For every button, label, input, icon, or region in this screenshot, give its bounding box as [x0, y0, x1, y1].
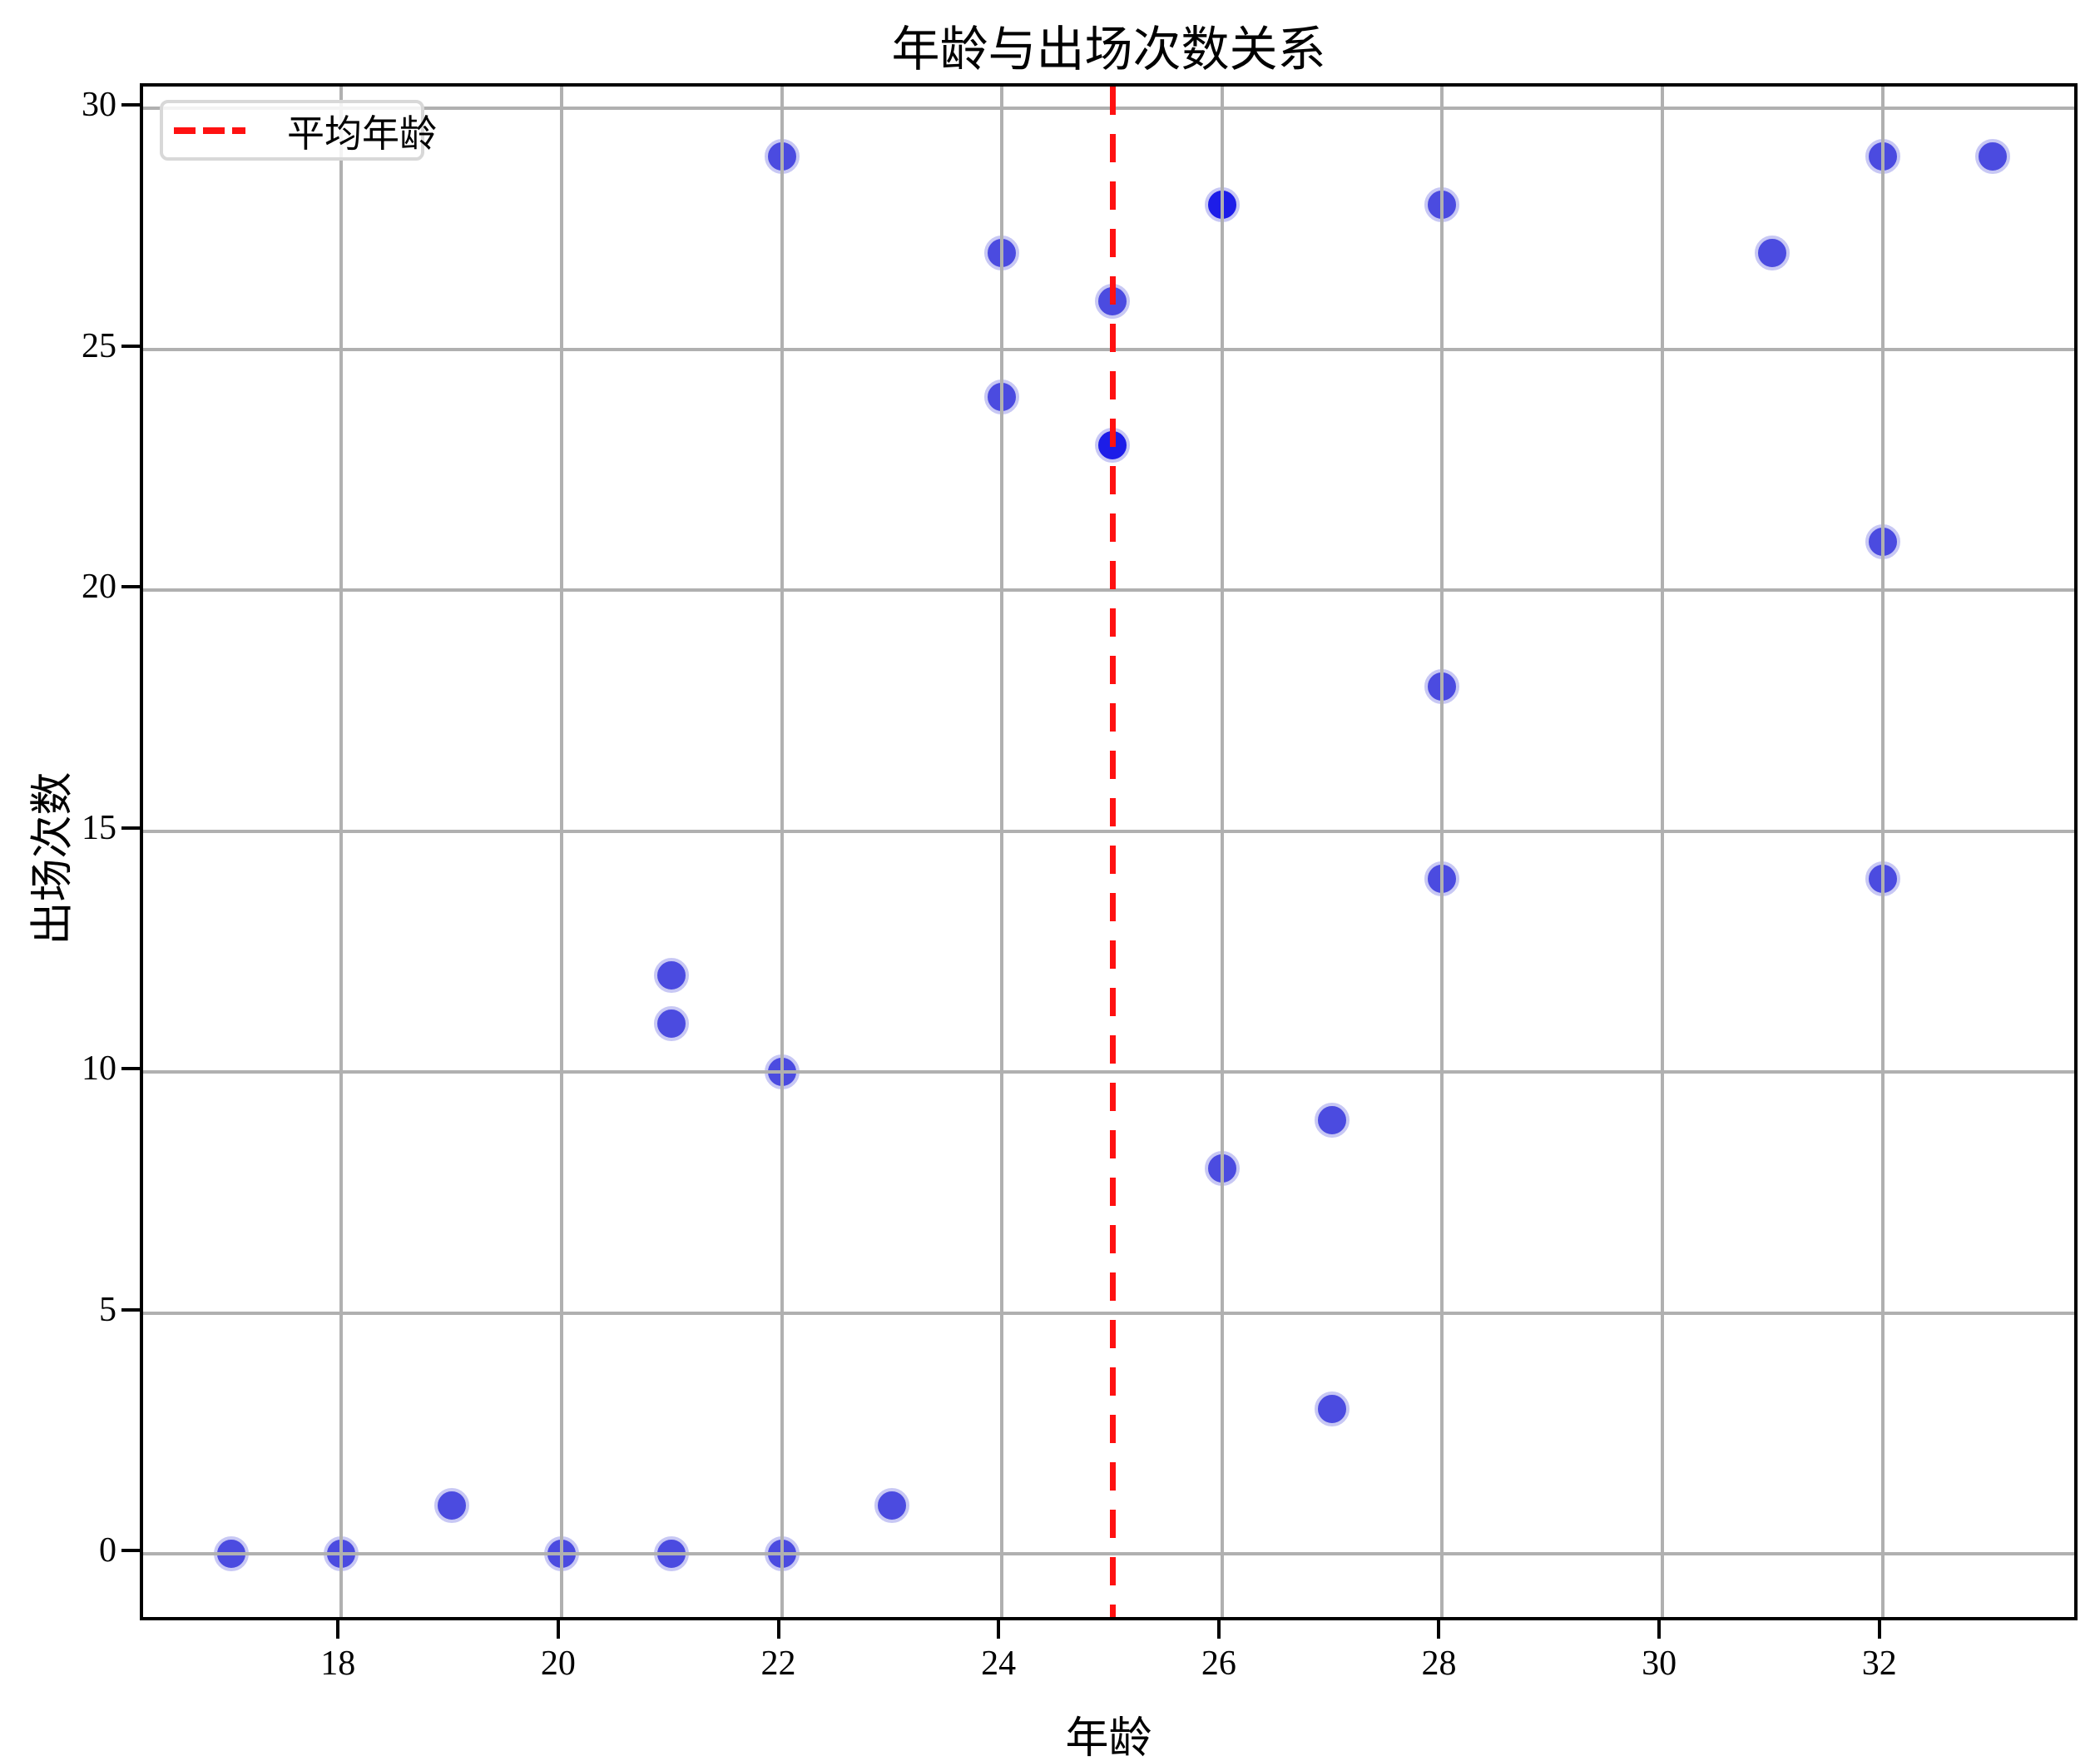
legend-red-dashed-line-sample: [174, 126, 245, 134]
scatter-point: [1755, 235, 1790, 270]
y-tick-mark: [121, 1549, 140, 1553]
y-tick-mark: [121, 103, 140, 107]
legend: 平均年龄: [160, 100, 437, 161]
scatter-point: [654, 1006, 690, 1042]
x-gridline: [780, 87, 784, 1617]
x-gridline: [1440, 87, 1444, 1617]
y-gridline: [143, 107, 2074, 111]
average-age-line: [1109, 87, 1116, 1617]
scatter-point: [874, 1488, 909, 1524]
x-tick-mark: [1216, 1620, 1221, 1639]
x-tick-mark: [1877, 1620, 1881, 1639]
y-tick-label: 20: [82, 568, 116, 607]
x-tick-label: 22: [760, 1644, 796, 1683]
y-tick-label: 10: [82, 1049, 116, 1089]
y-gridline: [143, 588, 2074, 593]
y-tick-mark: [121, 826, 140, 830]
y-gridline: [143, 1311, 2074, 1315]
x-axis-label: 年龄: [1065, 1715, 1152, 1761]
x-tick-label: 32: [1861, 1644, 1897, 1683]
y-tick-label: 0: [99, 1531, 116, 1570]
x-gridline: [1000, 87, 1004, 1617]
x-gridline: [339, 87, 344, 1617]
x-gridline: [1661, 87, 1665, 1617]
y-tick-mark: [121, 1307, 140, 1312]
x-tick-mark: [1437, 1620, 1441, 1639]
y-tick-label: 5: [99, 1290, 116, 1329]
x-tick-mark: [336, 1620, 340, 1639]
y-tick-mark: [121, 585, 140, 589]
x-tick-label: 30: [1642, 1644, 1677, 1683]
scatter-point: [1315, 1391, 1350, 1427]
scatter-point: [654, 958, 690, 994]
x-gridline: [1220, 87, 1224, 1617]
x-tick-label: 26: [1201, 1644, 1236, 1683]
legend-label: 平均年龄: [287, 113, 438, 155]
plot-area: [140, 83, 2078, 1620]
y-tick-label: 15: [82, 808, 116, 847]
x-tick-label: 20: [540, 1644, 576, 1683]
x-tick-mark: [776, 1620, 780, 1639]
x-gridline: [1880, 87, 1885, 1617]
scatter-point: [1975, 138, 2011, 174]
x-tick-mark: [1657, 1620, 1662, 1639]
chart-title: 年龄与出场次数关系: [891, 22, 1326, 77]
x-gridline: [559, 87, 563, 1617]
y-tick-label: 30: [82, 86, 116, 125]
y-gridline: [143, 1552, 2074, 1556]
x-tick-label: 18: [320, 1644, 356, 1683]
y-gridline: [143, 1070, 2074, 1074]
x-tick-label: 28: [1421, 1644, 1457, 1683]
y-tick-label: 25: [82, 326, 116, 365]
x-tick-mark: [997, 1620, 1001, 1639]
y-tick-mark: [121, 344, 140, 348]
scatter-point: [1315, 1102, 1350, 1138]
y-tick-mark: [121, 1067, 140, 1071]
x-tick-label: 24: [981, 1644, 1017, 1683]
scatter-point: [433, 1488, 469, 1524]
y-gridline: [143, 829, 2074, 833]
y-axis-label: 出场次数: [29, 771, 77, 945]
y-gridline: [143, 347, 2074, 351]
x-tick-mark: [556, 1620, 560, 1639]
